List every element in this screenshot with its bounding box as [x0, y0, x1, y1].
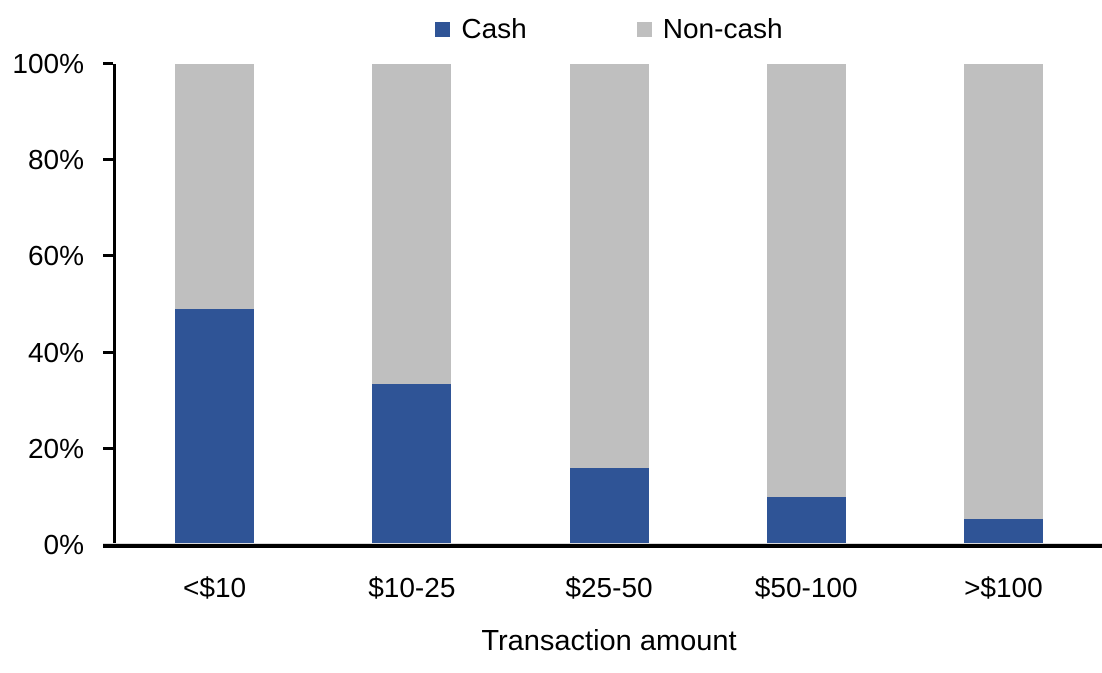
x-axis-category-label: $10-25 — [368, 572, 456, 603]
y-axis-tick-label: 60% — [27, 240, 84, 272]
y-axis-tick-label: 80% — [27, 144, 84, 176]
y-axis-tick-label: 20% — [27, 432, 84, 464]
y-axis-tick-mark — [103, 446, 113, 450]
y-axis-line — [113, 64, 116, 548]
y-axis-tick-label: 0% — [43, 529, 84, 560]
legend-item-non-cash: Non-cash — [636, 12, 783, 46]
y-axis-tick-mark — [103, 350, 113, 354]
bar-segment-non-cash-1 — [175, 64, 255, 310]
x-axis-category-label: >$100 — [964, 572, 1043, 603]
bar-segment-non-cash-2 — [372, 64, 452, 384]
bar-segment-cash-2 — [372, 383, 452, 545]
y-axis-tick-mark — [103, 62, 113, 65]
x-axis-category-label: $50-100 — [754, 572, 858, 603]
bar-segment-non-cash-5 — [963, 64, 1043, 519]
cash-legend-label: Cash — [461, 13, 527, 44]
cash-legend-swatch — [435, 21, 451, 37]
legend-item-cash: Cash — [435, 12, 527, 46]
x-axis-line — [103, 543, 1102, 548]
bar-segment-cash-4 — [766, 496, 846, 545]
bar-segment-cash-1 — [175, 309, 255, 545]
y-axis-tick-label: 40% — [27, 336, 84, 368]
bar-segment-non-cash-3 — [569, 64, 649, 469]
bar-segment-non-cash-4 — [766, 64, 846, 497]
y-axis-tick-mark — [103, 254, 113, 258]
non-cash-legend-label: Non-cash — [662, 13, 783, 44]
x-axis-category-label: <$10 — [183, 572, 247, 603]
non-cash-legend-swatch — [636, 21, 652, 37]
x-axis-category-label: $25-50 — [565, 572, 653, 603]
x-axis-title: Transaction amount — [481, 625, 737, 657]
bar-segment-cash-5 — [963, 518, 1043, 545]
legend: Cash Non-cash — [116, 10, 1102, 48]
y-axis-tick-mark — [103, 158, 113, 162]
y-axis-tick-label: 100% — [12, 48, 84, 79]
bar-segment-cash-3 — [569, 468, 649, 545]
